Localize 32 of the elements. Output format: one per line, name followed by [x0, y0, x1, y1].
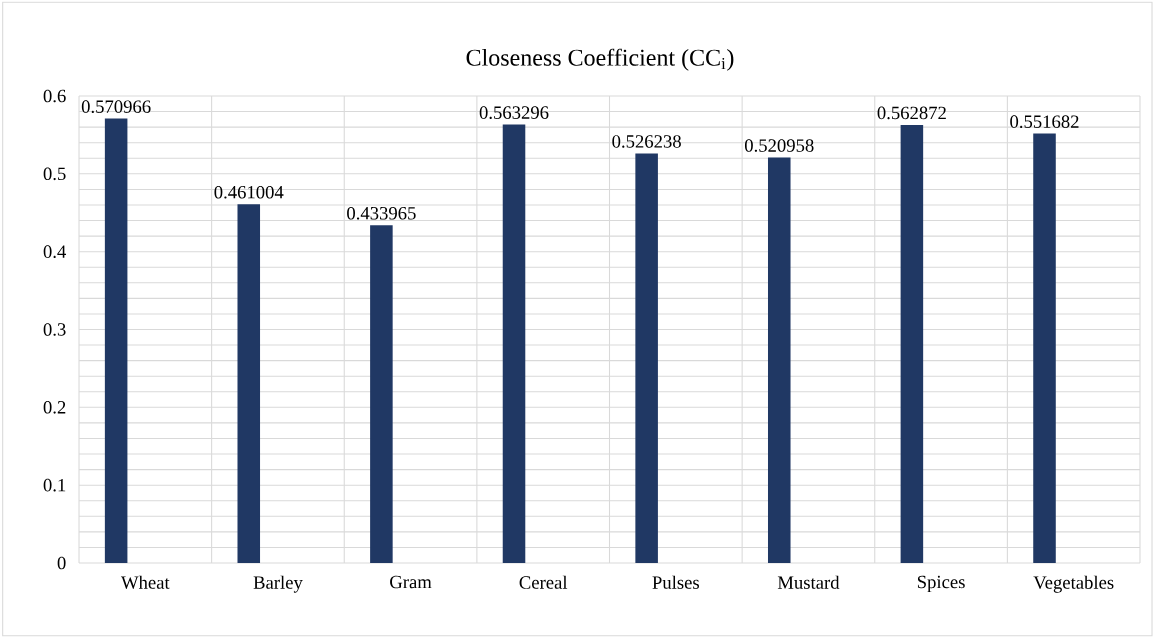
bar: [767, 157, 791, 563]
x-tick-label: Wheat: [120, 575, 170, 589]
bar: [1033, 133, 1056, 563]
y-tick-label: 0.6: [43, 89, 66, 103]
bar: [237, 204, 261, 563]
bar: [502, 124, 526, 563]
chart-title: Closeness Coefficient (CC$_{i}$): [466, 48, 734, 71]
x-tick-label: Vegetables: [1033, 575, 1114, 593]
y-tick-label: 0.1: [43, 478, 66, 492]
bar: [104, 118, 128, 563]
data-label: 0.562872: [877, 106, 946, 120]
data-label: 0.526238: [612, 135, 681, 148]
y-tick-label: 0: [57, 556, 66, 570]
bar: [635, 153, 658, 563]
data-label: 0.563296: [479, 106, 549, 119]
y-tick-label: 0.3: [43, 323, 66, 336]
data-label: 0.461004: [214, 185, 284, 199]
x-tick-label: Spices: [917, 575, 965, 593]
bar: [900, 124, 924, 563]
bar: [370, 225, 393, 563]
x-tick-label: Mustard: [777, 575, 840, 589]
data-label: 0.520958: [744, 139, 814, 152]
x-tick-label: Cereal: [519, 575, 568, 589]
x-tick-label: Gram: [390, 575, 432, 589]
x-tick-label: Barley: [253, 575, 303, 593]
y-tick-label: 0.5: [43, 167, 66, 181]
data-label: 0.570966: [81, 100, 151, 114]
data-label: 0.433965: [347, 206, 416, 220]
y-tick-label: 0.4: [43, 245, 67, 259]
y-tick-label: 0.2: [43, 400, 66, 414]
data-label: 0.551682: [1010, 115, 1079, 129]
x-tick-label: Pulses: [652, 575, 699, 589]
